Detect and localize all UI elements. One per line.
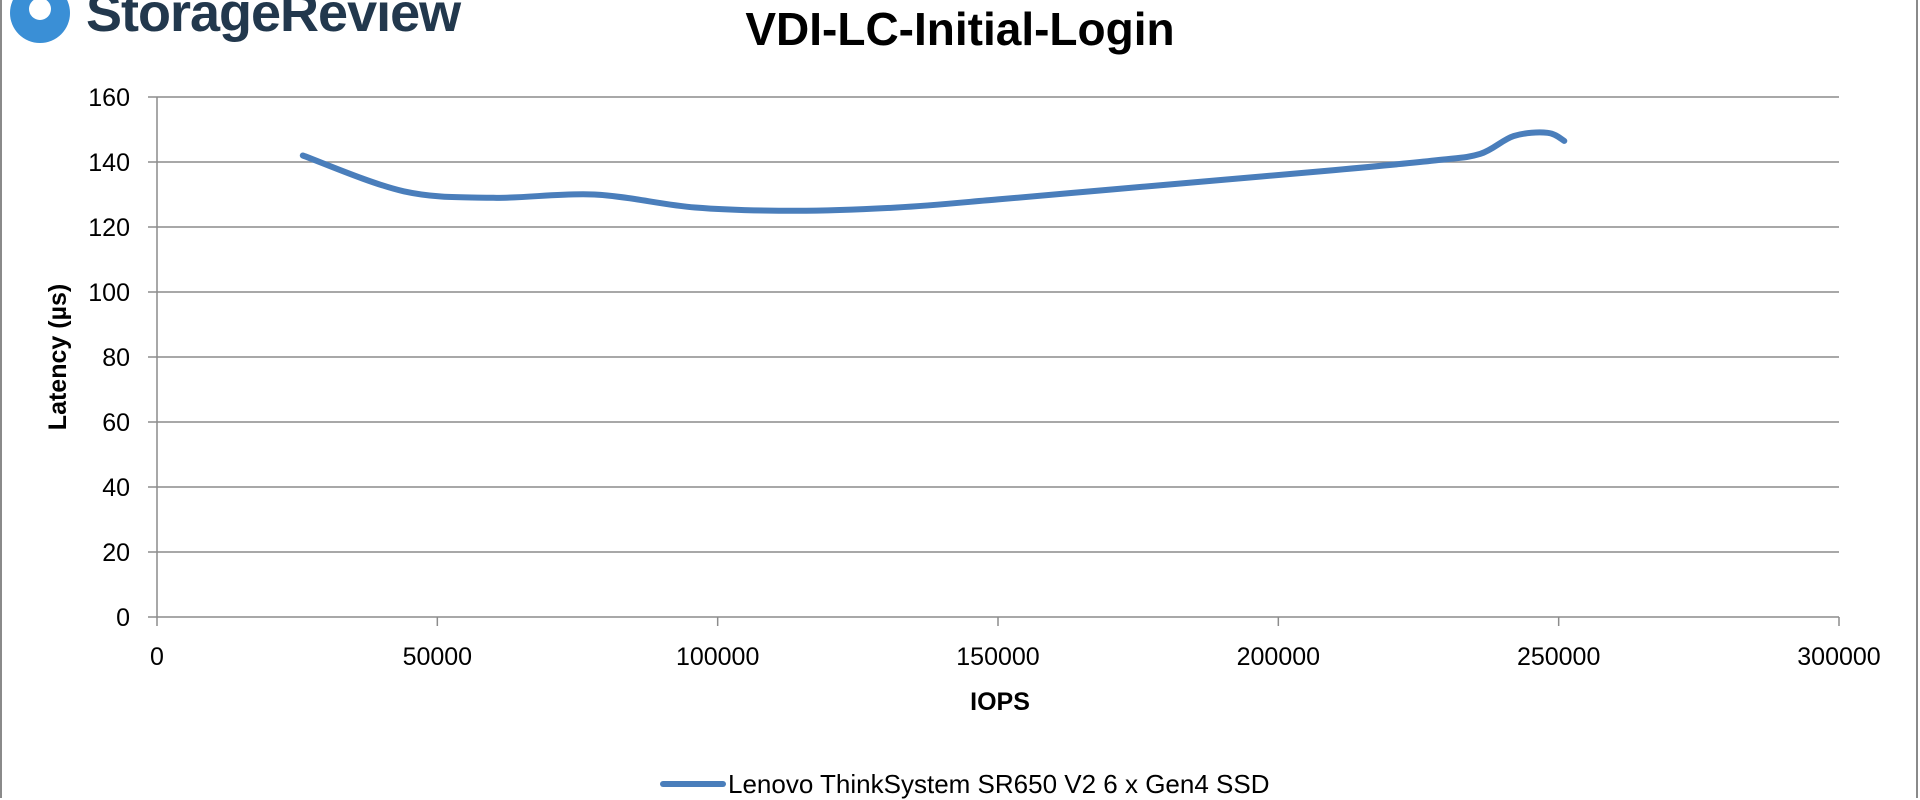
- x-tick-label-200000: 200000: [1237, 643, 1320, 671]
- y-tick-label-100: 100: [88, 279, 130, 307]
- data-point-0-6: [894, 205, 900, 211]
- data-point-0-5: [793, 208, 799, 214]
- data-point-0-9: [1219, 177, 1225, 183]
- chart-title: VDI-LC-Initial-Login: [745, 3, 1174, 55]
- data-point-0-1: [401, 188, 407, 194]
- y-tick-label-20: 20: [102, 539, 130, 567]
- data-point-0-10: [1331, 167, 1337, 173]
- y-tick-label-40: 40: [102, 474, 130, 502]
- x-tick-label-0: 0: [150, 643, 164, 671]
- data-point-0-0: [300, 153, 306, 159]
- y-tick-label-80: 80: [102, 344, 130, 372]
- data-point-0-13: [1511, 133, 1517, 139]
- data-point-0-11: [1432, 157, 1438, 163]
- y-tick-label-0: 0: [116, 604, 130, 632]
- y-tick-label-60: 60: [102, 409, 130, 437]
- x-axis-label: IOPS: [970, 688, 1030, 716]
- data-point-0-8: [1107, 187, 1113, 193]
- series-line-0: [299, 129, 1568, 214]
- brand-name: StorageReview: [86, 0, 461, 43]
- data-point-0-12: [1477, 151, 1483, 157]
- axes: [148, 96, 1840, 626]
- data-point-0-14: [1544, 130, 1550, 136]
- brand-logo: StorageReview: [8, 0, 461, 48]
- legend: Lenovo ThinkSystem SR650 V2 6 x Gen4 SSD: [660, 769, 1269, 799]
- data-point-0-4: [692, 205, 698, 211]
- y-axis-label: Latency (µs): [44, 284, 72, 430]
- x-tick-label-150000: 150000: [956, 643, 1039, 671]
- x-tick-labels: 0 50000 100000 150000 200000 250000 300000: [150, 643, 1881, 671]
- data-point-0-2: [490, 195, 496, 201]
- y-tick-label-140: 140: [88, 149, 130, 177]
- data-point-0-3: [591, 192, 597, 198]
- storagereview-logo-icon: [10, 0, 70, 43]
- x-tick-label-50000: 50000: [403, 643, 473, 671]
- series-lines: [299, 129, 1568, 214]
- x-tick-label-250000: 250000: [1517, 643, 1600, 671]
- y-tick-label-120: 120: [88, 214, 130, 242]
- y-tick-label-160: 160: [88, 84, 130, 112]
- legend-label: Lenovo ThinkSystem SR650 V2 6 x Gen4 SSD: [728, 769, 1269, 799]
- x-tick-label-300000: 300000: [1797, 643, 1880, 671]
- gridlines: [157, 96, 1839, 553]
- y-tick-labels: 0 20 40 60 80 100 120 140 160: [88, 84, 130, 632]
- data-point-0-15: [1561, 138, 1567, 144]
- x-tick-label-100000: 100000: [676, 643, 759, 671]
- data-point-0-7: [995, 196, 1001, 202]
